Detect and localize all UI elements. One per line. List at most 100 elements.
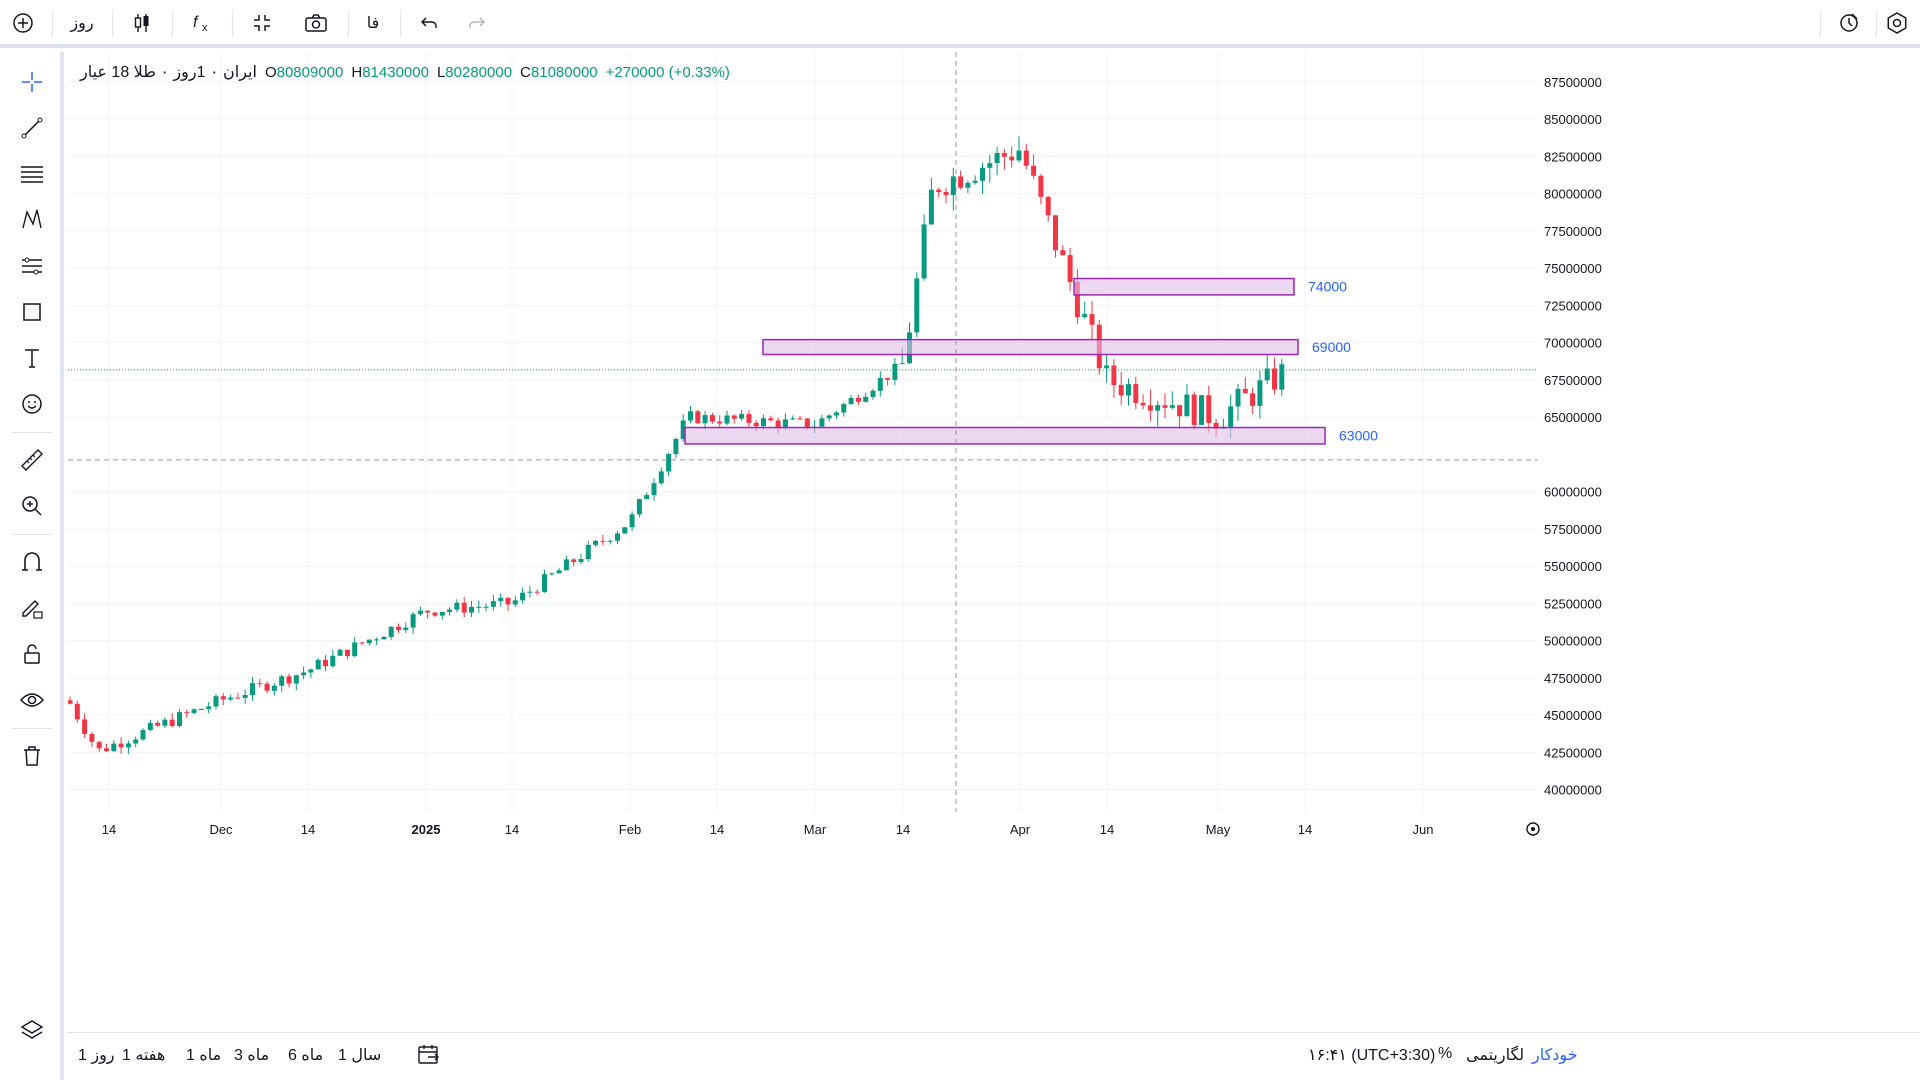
settings-button[interactable] bbox=[1880, 8, 1914, 38]
measure-tool[interactable] bbox=[14, 442, 50, 478]
candle-body bbox=[863, 396, 869, 402]
calendar-range-icon bbox=[418, 1045, 439, 1064]
candle-body bbox=[469, 606, 474, 613]
chart-type-button[interactable] bbox=[124, 8, 160, 38]
candle-body bbox=[1060, 250, 1066, 256]
candle-body bbox=[89, 733, 95, 742]
layers-icon bbox=[20, 1020, 44, 1039]
alert-clock-icon bbox=[1840, 13, 1858, 32]
emoji-tool[interactable] bbox=[14, 386, 50, 422]
candle-body bbox=[731, 415, 737, 419]
candle-body bbox=[1279, 364, 1285, 390]
add-symbol-button[interactable] bbox=[8, 8, 38, 38]
candle-body bbox=[417, 610, 423, 615]
rectangle-tool[interactable] bbox=[14, 294, 50, 330]
price-tick-label: 87500000 bbox=[1544, 75, 1602, 90]
candle-body bbox=[1067, 255, 1073, 282]
candle-body bbox=[250, 683, 255, 696]
candles-icon bbox=[134, 14, 149, 32]
candle-body bbox=[1177, 405, 1183, 417]
period-6m[interactable]: 6 ماه bbox=[288, 1047, 324, 1064]
chart-area[interactable]: 74000 69000 63000 6817100062128440شنبه ۱۴۰… bbox=[68, 52, 1920, 1052]
prediction-tool[interactable] bbox=[14, 248, 50, 284]
candle-body bbox=[264, 683, 270, 691]
candle-body bbox=[753, 422, 759, 427]
price-tick-label: 80000000 bbox=[1544, 187, 1602, 202]
interval-button[interactable]: روز bbox=[70, 15, 94, 32]
price-tick-label: 40000000 bbox=[1544, 783, 1602, 798]
candle-body bbox=[556, 570, 562, 574]
zoom-tool[interactable] bbox=[14, 488, 50, 524]
log-toggle[interactable]: لگاریتمی bbox=[1466, 1047, 1525, 1064]
candle-body bbox=[388, 626, 394, 637]
candle-body bbox=[191, 709, 197, 713]
lock-icon bbox=[24, 644, 40, 664]
pattern-tool[interactable] bbox=[14, 202, 50, 238]
crosshair-tool[interactable] bbox=[14, 64, 50, 100]
fib-tool[interactable] bbox=[14, 156, 50, 192]
date-range-button[interactable] bbox=[416, 1043, 442, 1072]
stay-drawing-tool[interactable] bbox=[14, 590, 50, 626]
candle-body bbox=[1242, 388, 1248, 394]
language-button[interactable]: فا bbox=[366, 15, 380, 32]
candle-body bbox=[855, 397, 861, 402]
candle-body bbox=[118, 743, 124, 748]
candle-body bbox=[958, 176, 964, 188]
candle-body bbox=[768, 418, 774, 421]
auto-toggle[interactable]: خودکار bbox=[1532, 1047, 1578, 1064]
candle-body bbox=[140, 730, 146, 740]
period-3m[interactable]: 3 ماه bbox=[234, 1047, 270, 1064]
percent-toggle[interactable]: % bbox=[1438, 1045, 1453, 1062]
magnet-tool[interactable] bbox=[14, 544, 50, 580]
text-tool[interactable] bbox=[14, 340, 50, 376]
object-tree-button[interactable] bbox=[14, 1012, 50, 1048]
undo-button[interactable] bbox=[414, 8, 444, 38]
alert-button[interactable] bbox=[1832, 8, 1866, 38]
candle-body bbox=[1147, 405, 1153, 411]
timezone-label[interactable]: ۱۶:۴۱ (UTC+3:30) bbox=[1308, 1047, 1436, 1064]
bottom-toolbar: 1 روز 1 هفته 1 ماه 3 ماه 6 ماه 1 سال ۱۶:… bbox=[68, 1032, 1920, 1080]
remove-drawings-tool[interactable] bbox=[14, 738, 50, 774]
time-tick-label: May bbox=[1206, 822, 1231, 837]
candle-body bbox=[1053, 215, 1058, 251]
period-1w[interactable]: 1 هفته bbox=[122, 1047, 166, 1064]
period-1d[interactable]: 1 روز bbox=[78, 1047, 115, 1064]
candle-body bbox=[1111, 365, 1117, 385]
period-1y[interactable]: 1 سال bbox=[338, 1047, 382, 1064]
candle-body bbox=[213, 696, 219, 707]
candle-body bbox=[155, 722, 161, 726]
hide-drawings-tool[interactable] bbox=[14, 682, 50, 718]
candle-body bbox=[1184, 394, 1190, 417]
fullscreen-button[interactable] bbox=[244, 8, 280, 38]
candle-body bbox=[578, 559, 584, 563]
candles-layer bbox=[68, 136, 1285, 754]
candle-body bbox=[848, 397, 854, 405]
high-value: 81430000 bbox=[362, 63, 429, 81]
candle-body bbox=[563, 559, 569, 571]
price-tick-label: 57500000 bbox=[1544, 522, 1602, 537]
redo-button[interactable] bbox=[462, 8, 492, 38]
candle-body bbox=[410, 614, 416, 628]
price-chart[interactable]: 74000 69000 63000 6817100062128440شنبه ۱۴۰… bbox=[68, 52, 1920, 1032]
candle-body bbox=[1213, 422, 1219, 429]
candle-body bbox=[899, 363, 905, 365]
candle-body bbox=[242, 695, 248, 698]
snapshot-button[interactable] bbox=[298, 8, 334, 38]
price-tick-label: 70000000 bbox=[1544, 336, 1602, 351]
trend-line-tool[interactable] bbox=[14, 110, 50, 146]
candle-body bbox=[96, 741, 102, 749]
lock-drawings-tool[interactable] bbox=[14, 636, 50, 672]
price-tick-label: 77500000 bbox=[1544, 224, 1602, 239]
compress-icon bbox=[254, 15, 270, 31]
time-tick-label: Mar bbox=[804, 822, 827, 837]
time-tick-label: 14 bbox=[505, 822, 519, 837]
candle-body bbox=[1169, 405, 1175, 408]
candle-body bbox=[162, 719, 168, 726]
candle-body bbox=[1228, 406, 1234, 427]
candle-body bbox=[447, 609, 453, 613]
svg-text:x: x bbox=[202, 22, 208, 34]
candle-body bbox=[950, 176, 956, 196]
period-1m[interactable]: 1 ماه bbox=[186, 1047, 222, 1064]
candle-body bbox=[403, 627, 409, 630]
